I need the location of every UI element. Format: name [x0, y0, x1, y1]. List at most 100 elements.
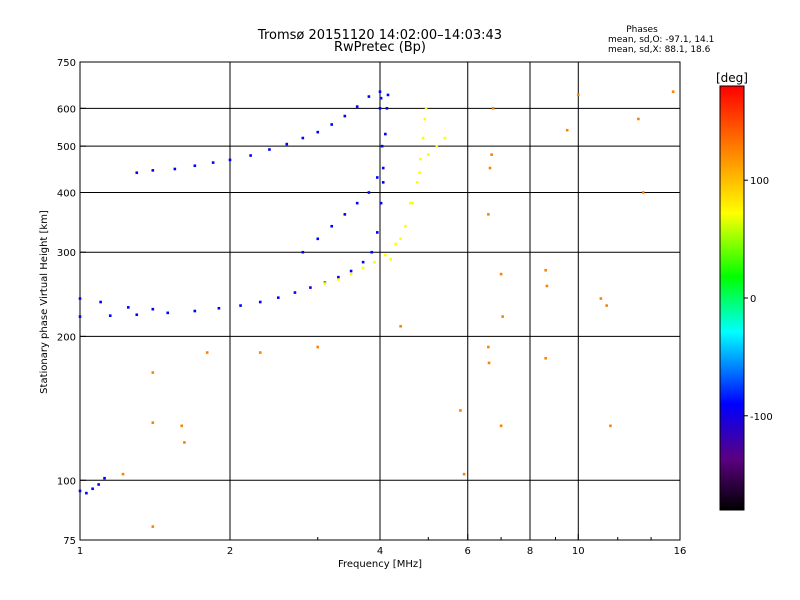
data-point	[544, 268, 547, 272]
data-point	[126, 306, 130, 309]
data-point	[330, 224, 334, 228]
data-point	[637, 117, 640, 121]
colorbar-tick-label: 0	[750, 294, 756, 305]
data-point	[435, 144, 439, 148]
y-tick-label: 100	[57, 476, 76, 487]
data-point	[183, 441, 186, 444]
data-point	[337, 275, 340, 279]
y-tick-label: 400	[57, 188, 76, 199]
data-point	[379, 96, 383, 100]
data-point	[301, 250, 305, 254]
data-point	[605, 304, 608, 307]
data-point	[323, 282, 327, 285]
data-point	[499, 272, 503, 276]
colorbar-label: [deg]	[716, 71, 748, 85]
data-point	[394, 242, 397, 246]
data-point	[386, 93, 390, 97]
data-point	[85, 491, 88, 495]
data-point	[419, 157, 422, 161]
data-point	[78, 489, 82, 493]
data-point	[384, 132, 387, 136]
data-point	[316, 345, 320, 349]
data-point	[671, 90, 675, 94]
data-point	[609, 424, 612, 428]
y-tick-label: 600	[57, 104, 76, 115]
data-point	[78, 297, 82, 300]
data-point	[491, 107, 495, 110]
y-tick-label: 500	[57, 142, 76, 153]
y-axis-label: Stationary phase Virtual Height [km]	[39, 210, 50, 394]
data-point	[487, 361, 491, 365]
x-axis-label: Frequency [MHz]	[338, 559, 422, 570]
data-point	[385, 107, 389, 110]
data-point	[544, 356, 547, 360]
data-point	[355, 201, 359, 205]
data-point	[367, 95, 371, 98]
x-tick-label: 8	[527, 546, 533, 557]
data-point	[361, 260, 365, 264]
data-point	[211, 161, 215, 164]
chart-subtitle: RwPretec (Bp)	[334, 40, 426, 55]
data-point	[151, 169, 155, 172]
data-point	[316, 130, 320, 134]
y-tick-label: 75	[63, 536, 76, 547]
y-tick-label: 300	[57, 248, 76, 259]
data-point	[151, 307, 155, 311]
legend-title: Phases	[626, 25, 658, 35]
data-point	[135, 313, 139, 317]
data-point	[151, 421, 155, 424]
data-point	[384, 253, 387, 257]
data-point	[487, 213, 490, 216]
data-point	[193, 164, 197, 168]
data-point	[380, 144, 384, 148]
data-point	[443, 136, 447, 140]
data-point	[459, 409, 462, 412]
data-point	[501, 315, 504, 318]
data-point	[418, 171, 421, 175]
data-point	[217, 306, 221, 310]
data-point	[193, 309, 197, 313]
data-point	[399, 237, 402, 241]
data-point	[99, 300, 102, 304]
data-point	[424, 107, 428, 110]
data-point	[349, 269, 353, 273]
data-point	[404, 224, 407, 228]
data-point	[415, 181, 419, 184]
data-point	[97, 483, 100, 486]
data-point	[249, 154, 252, 157]
data-point	[490, 153, 493, 156]
colorbar-tick-label: 100	[750, 176, 769, 187]
x-tick-label: 10	[572, 546, 585, 557]
data-point	[309, 286, 312, 289]
chart-title: Tromsø 20151120 14:02:00–14:03:43	[257, 28, 502, 43]
data-point	[488, 166, 492, 170]
data-point	[205, 351, 209, 354]
data-point	[499, 424, 503, 428]
data-point	[426, 153, 430, 156]
data-point	[378, 90, 382, 94]
plot-area: 1 2 4 6 8 10 16 75 100 200 300 400 500 600 750	[57, 58, 686, 557]
data-point	[373, 260, 376, 264]
data-point	[375, 231, 379, 234]
colorbar-tick-label: -100	[750, 412, 773, 423]
data-point	[151, 371, 155, 374]
x-tick-label: 16	[674, 546, 687, 557]
data-point	[379, 201, 383, 205]
data-point	[285, 142, 289, 146]
data-point	[337, 278, 340, 281]
x-axis: 1 2 4 6 8 10 16	[77, 534, 687, 557]
data-point	[423, 117, 427, 121]
data-point	[258, 351, 262, 354]
data-point	[239, 304, 242, 307]
y-tick-label: 750	[57, 58, 76, 69]
data-point	[108, 314, 112, 317]
data-point	[361, 266, 365, 270]
data-point	[228, 158, 232, 162]
data-point	[375, 176, 379, 179]
legend-line-o: mean, sd,O: -97.1, 14.1	[608, 35, 714, 45]
data-point	[411, 201, 414, 205]
y-tick-label: 200	[57, 332, 76, 343]
data-point	[355, 105, 359, 108]
data-point	[641, 191, 645, 194]
